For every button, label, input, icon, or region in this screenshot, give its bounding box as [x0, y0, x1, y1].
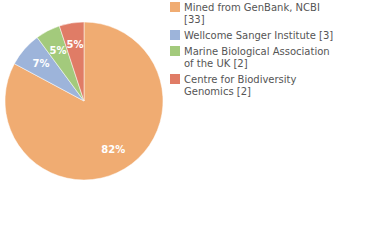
legend-swatch [170, 2, 180, 12]
legend-label-line: Centre for Biodiversity [184, 74, 297, 85]
legend-label-line: Wellcome Sanger Institute [3] [184, 30, 333, 41]
pie [5, 22, 163, 180]
legend-label: Centre for BiodiversityGenomics [2] [184, 74, 297, 97]
legend-item: Centre for BiodiversityGenomics [2] [170, 74, 297, 97]
legend: Mined from GenBank, NCBI[33] Wellcome San… [170, 2, 333, 97]
data-label: 5% [67, 39, 84, 50]
legend-item: Mined from GenBank, NCBI[33] [170, 2, 320, 25]
legend-label: Wellcome Sanger Institute [3] [184, 30, 333, 41]
legend-item: Marine Biological Associationof the UK [… [170, 46, 330, 69]
legend-label: Marine Biological Associationof the UK [… [184, 46, 330, 69]
chart-container: 82% 7% 5%5% Mined from GenBank, NCBI[33] Wel… [0, 0, 380, 240]
data-label: 82% [101, 144, 125, 155]
legend-label-line: Genomics [2] [184, 86, 251, 97]
legend-swatch [170, 74, 180, 84]
data-labels: 82% 7% 5%5% [33, 39, 126, 155]
pie-slice [5, 22, 163, 180]
chart-svg: 82% 7% 5%5% Mined from GenBank, NCBI[33] Wel… [0, 0, 380, 240]
legend-label-line: Marine Biological Association [184, 46, 330, 57]
legend-swatch [170, 46, 180, 56]
data-label: 5% [49, 45, 66, 56]
legend-label: Mined from GenBank, NCBI[33] [184, 2, 320, 25]
data-label: 7% [33, 58, 50, 69]
legend-item: Wellcome Sanger Institute [3] [170, 30, 333, 41]
legend-swatch [170, 30, 180, 40]
legend-label-line: [33] [184, 14, 205, 25]
legend-label-line: of the UK [2] [184, 58, 248, 69]
pie-slice [59, 22, 84, 101]
legend-label-line: Mined from GenBank, NCBI [184, 2, 320, 13]
